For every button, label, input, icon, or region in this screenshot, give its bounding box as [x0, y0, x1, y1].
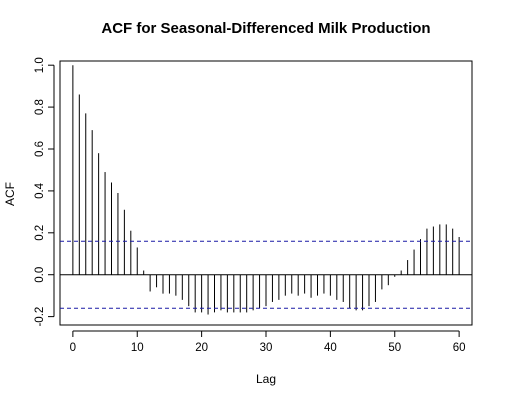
y-tick-label-0: -0.2 [34, 307, 46, 327]
y-tick-label-5: 0.8 [34, 99, 46, 115]
x-axis-label: Lag [256, 372, 276, 386]
chart-title: ACF for Seasonal-Differenced Milk Produc… [101, 20, 430, 37]
y-tick-label-4: 0.6 [34, 141, 46, 157]
x-axis: 0 10 20 30 40 50 60 [70, 330, 466, 354]
plot-frame [59, 60, 473, 326]
reference-lines [60, 240, 472, 309]
y-tick-label-3: 0.4 [34, 182, 46, 199]
x-tick-label-40: 40 [324, 342, 337, 354]
x-tick-label-60: 60 [453, 342, 466, 354]
y-tick-label-2: 0.2 [34, 225, 46, 241]
y-axis: -0.2 0.0 0.2 0.4 0.6 0.8 1.0 [34, 57, 55, 327]
y-tick-label-1: 0.0 [34, 267, 46, 283]
x-tick-label-30: 30 [260, 342, 273, 354]
y-axis-label: ACF [3, 182, 17, 206]
y-tick-label-6: 1.0 [34, 57, 46, 73]
x-tick-label-0: 0 [70, 342, 76, 354]
x-tick-label-10: 10 [131, 342, 144, 354]
acf-bars [72, 65, 460, 315]
x-tick-label-20: 20 [195, 342, 208, 354]
x-tick-label-50: 50 [388, 342, 401, 354]
